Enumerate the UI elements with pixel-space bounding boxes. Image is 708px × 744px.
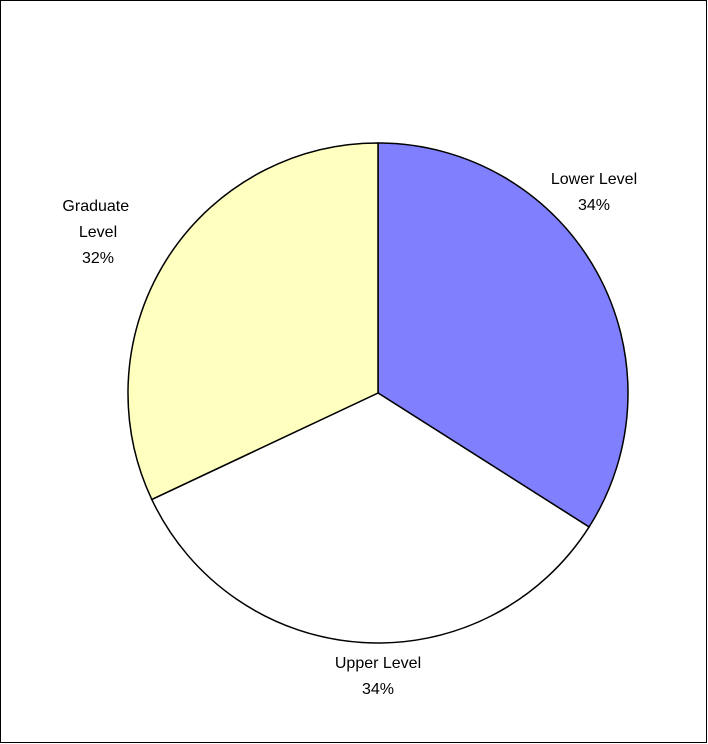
slice-value-label: 34%	[578, 197, 610, 214]
slice-value-label: 32%	[82, 250, 114, 267]
slice-label: Graduate Level	[62, 198, 133, 241]
pie-slice	[377, 142, 629, 528]
slice-label: Lower Level	[551, 171, 637, 188]
slice-label: Upper Level	[335, 655, 421, 672]
pie-slice	[150, 392, 591, 644]
slice-value-label: 34%	[362, 681, 394, 698]
pie-slice	[127, 142, 379, 501]
